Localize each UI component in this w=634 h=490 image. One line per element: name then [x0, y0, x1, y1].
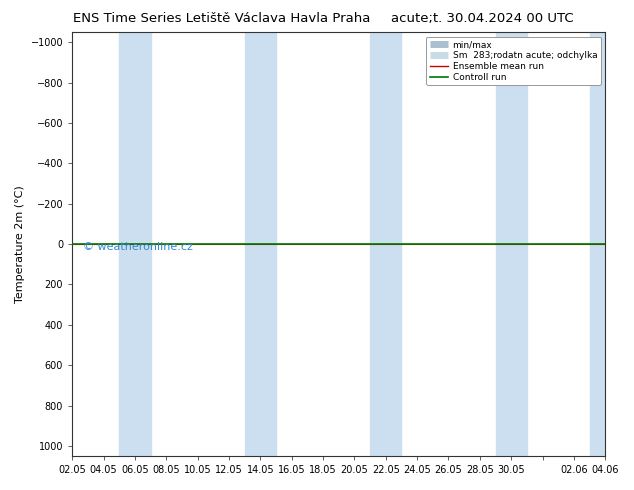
Y-axis label: Temperature 2m (°C): Temperature 2m (°C): [15, 185, 25, 303]
Bar: [496, 32, 527, 456]
Text: © weatheronline.cz: © weatheronline.cz: [83, 242, 193, 252]
Bar: [245, 32, 276, 456]
Bar: [370, 32, 401, 456]
Text: ENS Time Series Letiště Václava Havla Praha: ENS Time Series Letiště Václava Havla Pr…: [73, 12, 371, 25]
Text: acute;t. 30.04.2024 00 UTC: acute;t. 30.04.2024 00 UTC: [391, 12, 573, 25]
Bar: [590, 32, 621, 456]
Bar: [119, 32, 151, 456]
Legend: min/max, Sm  283;rodatn acute; odchylka, Ensemble mean run, Controll run: min/max, Sm 283;rodatn acute; odchylka, …: [426, 37, 601, 85]
